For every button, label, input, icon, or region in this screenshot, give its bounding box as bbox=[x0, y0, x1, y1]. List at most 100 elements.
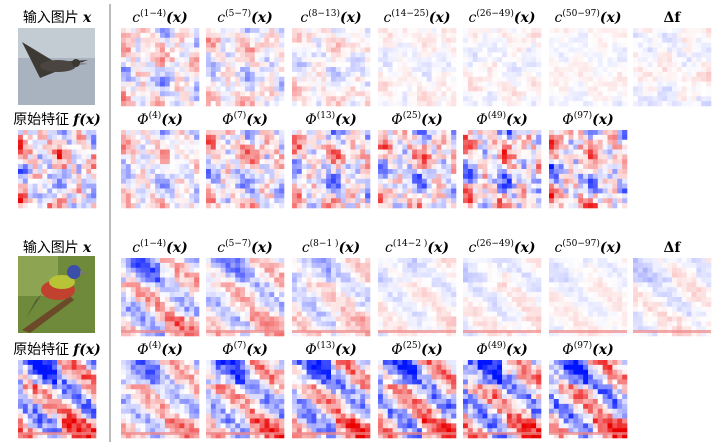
heatmap-cell bbox=[350, 154, 356, 160]
heatmap-cell bbox=[130, 37, 136, 43]
heatmap-cell bbox=[378, 32, 384, 39]
heatmap-cell bbox=[607, 57, 613, 63]
heatmap-cell bbox=[701, 57, 707, 63]
heatmap-cell bbox=[306, 321, 312, 327]
heatmap-cell bbox=[71, 178, 77, 184]
heatmap-cell bbox=[492, 32, 498, 39]
heatmap-cell bbox=[245, 37, 251, 43]
heatmap-cell bbox=[206, 154, 212, 160]
heatmap-cell bbox=[360, 277, 366, 283]
heatmap-cell bbox=[672, 86, 678, 92]
heatmap-cell bbox=[568, 169, 574, 175]
heatmap-cell bbox=[311, 287, 317, 293]
heatmap-cell bbox=[617, 62, 623, 68]
heatmap-cell bbox=[553, 198, 560, 204]
heatmap-cell bbox=[130, 297, 136, 303]
heatmap-cell bbox=[184, 188, 190, 194]
heatmap-cell bbox=[549, 62, 555, 68]
heatmap-cell bbox=[421, 183, 428, 189]
heatmap-cell bbox=[235, 316, 241, 322]
heatmap-cell bbox=[296, 47, 303, 53]
heatmap-cell bbox=[37, 159, 43, 165]
heatmap-cell bbox=[397, 47, 403, 53]
heatmap-cell bbox=[52, 374, 58, 380]
heatmap-cell bbox=[622, 76, 628, 82]
heatmap-cell bbox=[365, 86, 371, 92]
heatmap-cell bbox=[492, 134, 498, 141]
heatmap-cell bbox=[274, 130, 280, 136]
heatmap-cell bbox=[150, 47, 156, 53]
heatmap-cell bbox=[617, 47, 623, 53]
heatmap-cell bbox=[607, 203, 613, 209]
heatmap-cell bbox=[249, 71, 256, 78]
heatmap-cell bbox=[365, 203, 371, 209]
heatmap-cell bbox=[647, 86, 653, 92]
heatmap-cell bbox=[482, 173, 488, 180]
heatmap-cell bbox=[521, 71, 527, 78]
heatmap-cell bbox=[446, 262, 452, 269]
heatmap-cell bbox=[378, 86, 384, 92]
heatmap-cell bbox=[316, 169, 322, 175]
heatmap-cell bbox=[412, 272, 418, 278]
heatmap-cell bbox=[451, 71, 457, 78]
heatmap-cell bbox=[426, 301, 432, 308]
heatmap-cell bbox=[392, 62, 398, 68]
heatmap-cell bbox=[497, 86, 503, 92]
heatmap-cell bbox=[311, 37, 317, 43]
heatmap-cell bbox=[701, 28, 707, 34]
heatmap-cell bbox=[657, 47, 663, 53]
heatmap-cell bbox=[57, 369, 63, 375]
heatmap-cell bbox=[360, 52, 366, 58]
heatmap-cell bbox=[345, 326, 351, 332]
heatmap-cell bbox=[436, 287, 442, 293]
heatmap-cell bbox=[61, 369, 68, 375]
heatmap-cell bbox=[125, 154, 132, 160]
heatmap-cell bbox=[274, 292, 280, 298]
heatmap-cell bbox=[355, 301, 361, 308]
heatmap-cell bbox=[179, 28, 185, 34]
heatmap-cell bbox=[397, 144, 403, 150]
heatmap-cell bbox=[360, 159, 366, 165]
heatmap-cell bbox=[553, 47, 560, 53]
heatmap-cell bbox=[662, 28, 668, 34]
heatmap-cell bbox=[155, 331, 161, 337]
heatmap-cell bbox=[412, 144, 418, 150]
heatmap-cell bbox=[121, 159, 127, 165]
heatmap-cell bbox=[155, 173, 161, 180]
heatmap-cell bbox=[210, 297, 217, 303]
heatmap-cell bbox=[340, 37, 346, 43]
heatmap-cell bbox=[210, 203, 217, 209]
heatmap-cell bbox=[350, 198, 356, 204]
heatmap-cell bbox=[57, 173, 63, 180]
heatmap-cell bbox=[597, 188, 603, 194]
heatmap-cell bbox=[397, 203, 403, 209]
heatmap-cell bbox=[42, 394, 48, 400]
heatmap-cell bbox=[140, 316, 146, 322]
heatmap-cell bbox=[686, 57, 692, 63]
heatmap-cell bbox=[301, 173, 307, 180]
heatmap-cell bbox=[497, 37, 503, 43]
heatmap-cell bbox=[189, 169, 195, 175]
heatmap-cell bbox=[583, 203, 589, 209]
heatmap-cell bbox=[526, 198, 532, 204]
heatmap-cell bbox=[360, 37, 366, 43]
heatmap-cell bbox=[607, 47, 613, 53]
heatmap-cell bbox=[421, 67, 428, 73]
heatmap-cell bbox=[210, 193, 217, 199]
heatmap-cell bbox=[407, 326, 413, 332]
heatmap-cell bbox=[701, 96, 707, 102]
heatmap-cell bbox=[407, 262, 413, 269]
heatmap-cell bbox=[18, 188, 24, 194]
heatmap-cell bbox=[335, 178, 342, 184]
heatmap-cell bbox=[125, 76, 132, 82]
heatmap-cell bbox=[350, 67, 356, 73]
heatmap-cell bbox=[340, 311, 346, 317]
heatmap-cell bbox=[130, 101, 136, 107]
heatmap-cell bbox=[125, 67, 132, 73]
heatmap-cell bbox=[536, 198, 542, 204]
heatmap-cell bbox=[482, 188, 488, 194]
heatmap-cell bbox=[407, 287, 413, 293]
heatmap-cell bbox=[506, 47, 513, 53]
heatmap-cell bbox=[184, 277, 190, 283]
heatmap-cell bbox=[511, 67, 517, 73]
